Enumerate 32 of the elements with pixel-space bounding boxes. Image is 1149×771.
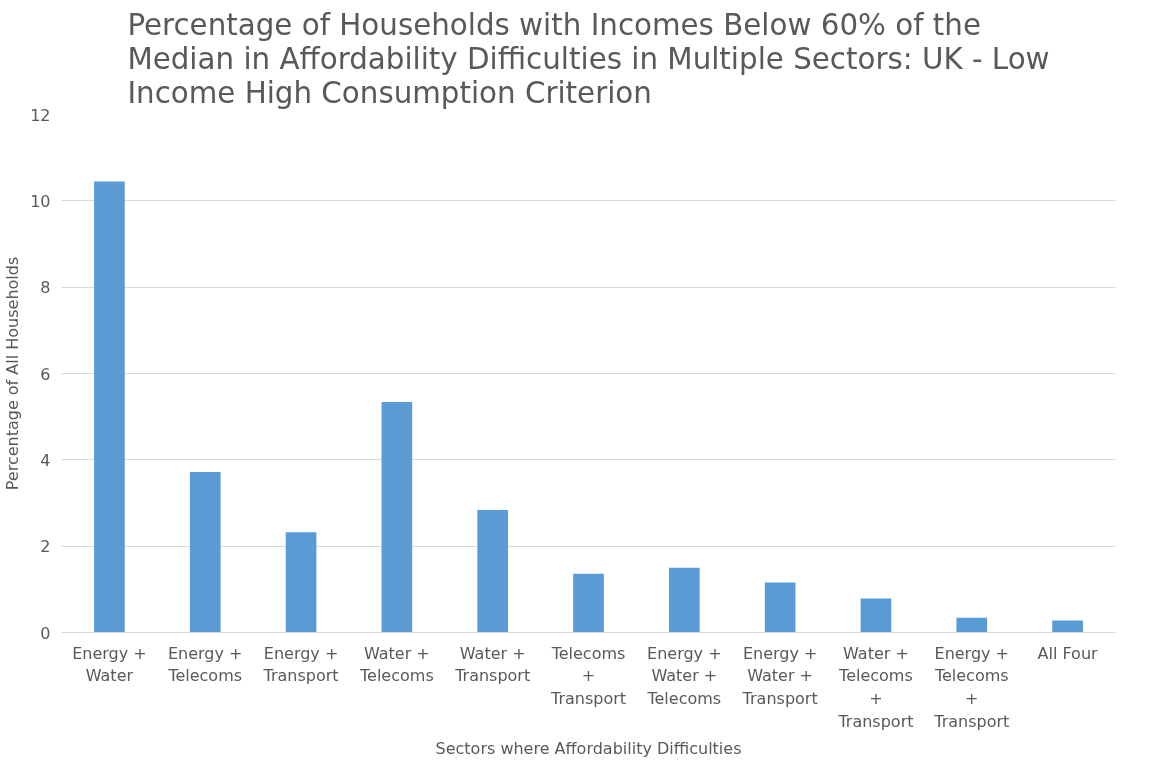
x-tick-label: Water + Telecoms + Transport	[837, 643, 914, 731]
x-tick-label: Energy + Water + Transport	[741, 643, 818, 709]
chart-title: Percentage of Households with Incomes Below 60% of the Median in Affordability Difficulties in Multiple Sectors: UK - Low Income High Consumption Criterion	[127, 7, 1050, 110]
x-axis-title: Sectors where Affordability Difficulties	[435, 738, 742, 758]
x-tick-label: All Four	[1037, 643, 1099, 663]
x-tick-label: Energy + Water + Telecoms	[646, 643, 722, 709]
y-tick-label: 6	[40, 364, 51, 384]
bar	[477, 509, 509, 633]
y-axis-title: Percentage of All Households	[3, 256, 23, 491]
x-tick-label: Energy + Transport	[262, 643, 339, 686]
x-tick-label: Water + Telecoms	[359, 643, 434, 686]
x-tick-label: Energy + Telecoms + Transport	[933, 643, 1010, 731]
bar	[381, 401, 413, 633]
x-tick-label: Energy + Telecoms	[167, 643, 243, 686]
bar	[956, 617, 988, 633]
x-tick-label: Telecoms + Transport	[549, 643, 627, 709]
bar	[285, 532, 317, 633]
bar	[573, 573, 604, 633]
y-tick-label: 2	[40, 537, 51, 557]
bar	[94, 181, 125, 633]
bar	[189, 471, 221, 633]
x-tick-label: Energy + Water	[72, 643, 147, 686]
y-tick-label: 8	[40, 278, 51, 298]
bar	[1052, 620, 1083, 633]
bar	[764, 582, 796, 633]
y-tick-label: 10	[30, 191, 51, 211]
y-tick-label: 12	[30, 105, 51, 125]
y-tick-label: 4	[40, 450, 51, 470]
bar	[668, 567, 700, 633]
x-tick-label: Water + Transport	[454, 643, 531, 686]
bar	[860, 598, 892, 633]
y-tick-label: 0	[40, 623, 51, 643]
